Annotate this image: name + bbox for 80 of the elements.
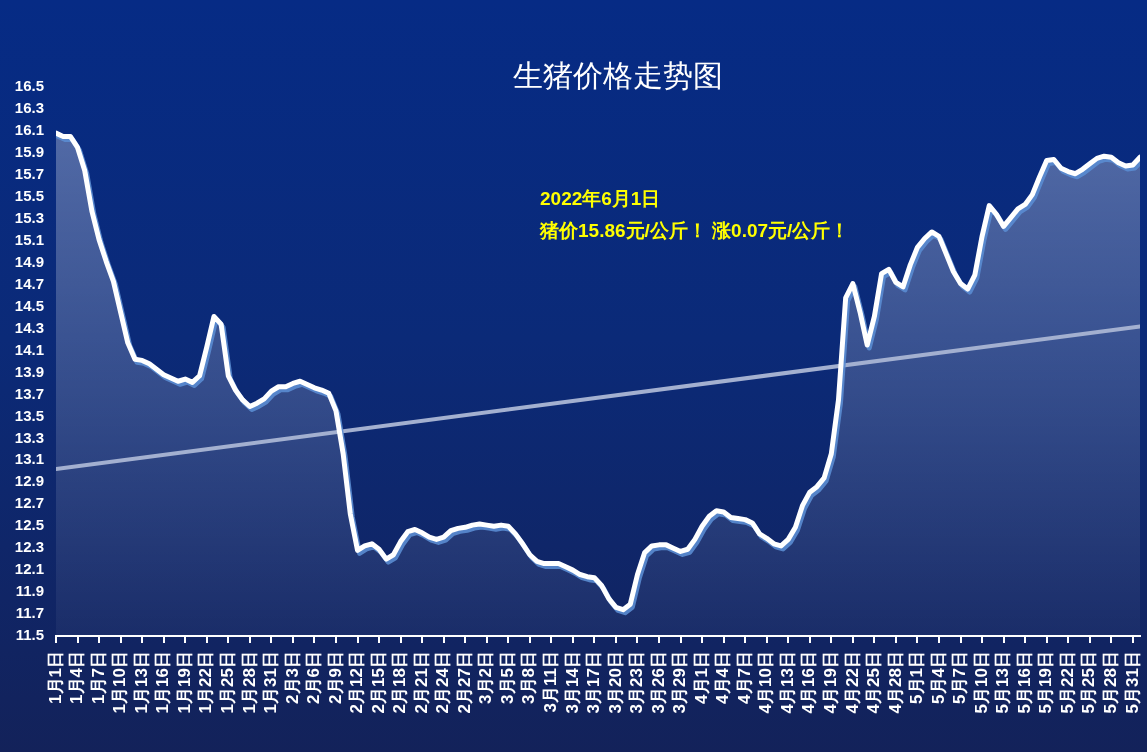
x-tick-label: 3月14日 <box>562 651 582 714</box>
y-tick-label: 14.7 <box>14 274 44 292</box>
x-tick-label: 4月25日 <box>864 651 884 714</box>
x-tick-label: 1月25日 <box>217 651 237 714</box>
y-tick-label: 11.7 <box>15 604 44 622</box>
y-tick-label: 13.9 <box>14 362 44 380</box>
y-tick-label: 14.5 <box>14 296 44 314</box>
y-tick-label: 15.9 <box>14 143 44 161</box>
x-tick-label: 4月28日 <box>885 651 905 714</box>
y-tick-label: 12.9 <box>14 472 44 490</box>
x-tick-label: 3月23日 <box>627 651 647 714</box>
y-tick-label: 15.5 <box>14 186 44 204</box>
x-tick-label: 2月18日 <box>390 651 410 714</box>
x-tick-label: 1月16日 <box>153 651 173 714</box>
y-tick-label: 13.3 <box>14 428 44 446</box>
x-tick-label: 1月19日 <box>174 651 194 714</box>
x-tick-label: 1月28日 <box>239 651 259 714</box>
y-tick-label: 11.9 <box>15 582 44 600</box>
x-tick-label: 3月8日 <box>519 651 539 704</box>
y-tick-label: 13.7 <box>14 384 44 402</box>
y-tick-label: 11.5 <box>15 626 44 644</box>
x-tick-label: 4月1日 <box>691 651 711 704</box>
x-tick-label: 5月4日 <box>928 651 948 704</box>
x-tick-label: 5月28日 <box>1100 651 1120 714</box>
x-tick-label: 3月29日 <box>670 651 690 714</box>
y-tick-label: 13.1 <box>14 450 44 468</box>
x-tick-label: 4月22日 <box>842 651 862 714</box>
x-tick-label: 5月10日 <box>971 651 991 714</box>
x-tick-label: 3月26日 <box>648 651 668 714</box>
x-tick-label: 5月7日 <box>950 651 970 704</box>
x-tick-label: 2月27日 <box>454 651 474 714</box>
x-tick-label: 5月19日 <box>1036 651 1056 714</box>
x-tick-label: 2月12日 <box>347 651 367 714</box>
x-tick-label: 2月24日 <box>433 651 453 714</box>
x-tick-label: 4月4日 <box>713 651 733 704</box>
annotation: 2022年6月1日 <box>540 188 661 210</box>
x-tick-label: 2月21日 <box>411 651 431 714</box>
x-tick-label: 4月10日 <box>756 651 776 714</box>
x-tick-label: 3月11日 <box>541 651 561 713</box>
y-tick-label: 14.3 <box>14 318 44 336</box>
x-tick-label: 1月31日 <box>261 651 281 714</box>
x-tick-label: 5月13日 <box>993 651 1013 714</box>
x-tick-label: 1月1日 <box>45 651 65 704</box>
x-tick-label: 4月13日 <box>777 651 797 714</box>
x-tick-label: 3月2日 <box>476 651 496 704</box>
x-tick-label: 5月1日 <box>907 651 927 704</box>
x-tick-label: 2月9日 <box>325 651 345 704</box>
x-tick-label: 5月31日 <box>1122 651 1142 714</box>
x-tick-label: 3月20日 <box>605 651 625 714</box>
y-tick-label: 14.9 <box>14 252 44 270</box>
x-tick-label: 1月10日 <box>110 651 130 714</box>
x-tick-label: 5月25日 <box>1079 651 1099 714</box>
y-tick-label: 16.5 <box>14 77 44 95</box>
chart-title: 生猪价格走势图 <box>512 58 723 92</box>
x-tick-label: 1月22日 <box>196 651 216 714</box>
y-tick-label: 15.7 <box>14 164 44 182</box>
x-tick-label: 4月16日 <box>799 651 819 714</box>
y-tick-label: 16.1 <box>14 121 44 139</box>
y-tick-label: 15.1 <box>14 230 44 248</box>
x-tick-label: 4月7日 <box>734 651 754 704</box>
y-tick-label: 13.5 <box>14 406 44 424</box>
x-tick-label: 4月19日 <box>821 651 840 714</box>
y-tick-label: 14.1 <box>14 340 44 358</box>
x-tick-label: 2月3日 <box>282 651 302 704</box>
x-tick-label: 3月5日 <box>497 651 517 704</box>
y-tick-label: 16.3 <box>14 99 44 117</box>
x-tick-label: 2月15日 <box>368 651 388 714</box>
x-tick-label: 1月13日 <box>131 651 151 714</box>
x-tick-label: 1月4日 <box>67 651 87 704</box>
x-tick-label: 1月7日 <box>88 651 108 704</box>
x-tick-label: 2月6日 <box>304 651 324 704</box>
x-tick-label: 5月22日 <box>1057 651 1077 714</box>
annotation: 猪价15.86元/公斤！ 涨0.07元/公斤！ <box>539 220 850 242</box>
y-tick-label: 12.3 <box>14 538 44 556</box>
y-tick-label: 15.3 <box>14 208 44 226</box>
x-tick-label: 3月17日 <box>584 651 604 714</box>
y-tick-label: 12.7 <box>14 494 44 512</box>
y-tick-label: 12.5 <box>14 516 44 534</box>
x-tick-label: 5月16日 <box>1014 651 1034 714</box>
y-tick-label: 12.1 <box>14 560 44 578</box>
